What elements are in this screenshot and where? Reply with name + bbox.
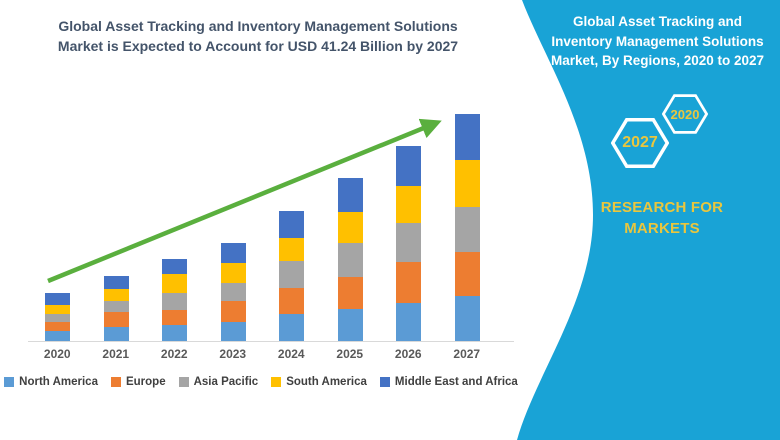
legend-item: Europe — [110, 376, 166, 388]
x-axis-label: 2023 — [219, 347, 247, 361]
bar-segment — [279, 238, 304, 262]
bar-segment — [103, 300, 129, 313]
bar-segment — [220, 283, 246, 302]
bar-segment — [454, 295, 480, 341]
bars-container — [45, 114, 480, 341]
hexagon-outline-icon — [611, 118, 669, 168]
bar-segment — [279, 314, 304, 341]
sidebar-title: Global Asset Tracking and Inventory Mana… — [550, 14, 765, 69]
brand-text: RESEARCH FOR MARKETS — [600, 199, 724, 237]
legend-label: Europe — [125, 376, 166, 388]
bar-segment — [454, 251, 480, 296]
bar-segment — [103, 276, 129, 290]
bar-segment — [337, 242, 363, 277]
bar-segment — [162, 310, 187, 325]
stacked-bar-2024 — [279, 210, 304, 341]
hexagon-2027: 2027 — [611, 118, 669, 168]
stacked-bar-2027 — [454, 114, 480, 341]
legend-swatch-icon — [271, 377, 282, 387]
stacked-bar-2026 — [396, 145, 421, 341]
legend-label: Middle East and Africa — [394, 376, 518, 388]
hexagon-2020: 2020 — [662, 94, 708, 134]
hexagon-outline-icon — [662, 94, 708, 134]
x-axis-line — [28, 341, 514, 342]
legend-item: Middle East and Africa — [379, 376, 518, 388]
bar-segment — [337, 308, 363, 341]
legend-item: Asia Pacific — [178, 376, 259, 388]
stacked-bar-2021 — [103, 276, 129, 341]
chart-legend: North America Europe Asia Pacific South Ame… — [0, 376, 522, 388]
stacked-bar-2023 — [220, 242, 246, 341]
bar-segment — [45, 313, 70, 323]
legend-item: North America — [4, 376, 98, 388]
bar-segment — [220, 242, 246, 264]
bar-segment — [454, 114, 480, 161]
bar-segment — [337, 211, 363, 243]
legend-swatch-icon — [110, 377, 121, 387]
bar-segment — [45, 292, 70, 305]
bar-segment — [162, 274, 187, 293]
bar-segment — [162, 292, 187, 311]
bar-segment — [103, 326, 129, 341]
legend-swatch-icon — [178, 377, 189, 387]
bar-segment — [103, 289, 129, 301]
bar-segment — [337, 177, 363, 212]
bar-segment — [396, 262, 421, 303]
bar-segment — [396, 185, 421, 224]
x-axis-label: 2026 — [394, 347, 422, 361]
bar-segment — [396, 145, 421, 186]
legend-label: Asia Pacific — [193, 376, 259, 388]
stacked-bar-2025 — [337, 177, 363, 341]
x-axis-label: 2027 — [453, 347, 481, 361]
bar-segment — [279, 210, 304, 239]
bar-segment — [162, 259, 187, 275]
bar-segment — [396, 223, 421, 263]
bar-segment — [220, 322, 246, 341]
bar-segment — [45, 304, 70, 314]
x-axis-label: 2022 — [160, 347, 188, 361]
bar-segment — [45, 330, 70, 341]
legend-label: North America — [19, 376, 98, 388]
bar-segment — [454, 160, 480, 207]
bar-segment — [279, 288, 304, 315]
bar-segment — [220, 301, 246, 323]
stacked-bar-2020 — [45, 292, 70, 341]
bar-segment — [396, 302, 421, 341]
legend-item: South America — [271, 376, 367, 388]
x-axis-labels: 2020 2021 2022 2023 2024 2025 2026 2027 — [28, 347, 514, 361]
x-axis-label: 2020 — [43, 347, 71, 361]
chart-title: Global Asset Tracking and Inventory Mana… — [57, 18, 459, 55]
hexagon-2020-label: 2020 — [670, 106, 700, 122]
bar-segment — [337, 276, 363, 309]
stacked-bar-2022 — [162, 259, 187, 341]
x-axis-label: 2024 — [277, 347, 305, 361]
stacked-bar-chart — [28, 100, 514, 341]
bar-segment — [103, 312, 129, 327]
bar-segment — [454, 206, 480, 252]
x-axis-label: 2025 — [336, 347, 364, 361]
bar-segment — [45, 322, 70, 331]
bar-segment — [162, 324, 187, 341]
bar-segment — [220, 263, 246, 284]
trend-arrow — [47, 118, 442, 284]
legend-swatch-icon — [4, 377, 15, 387]
legend-swatch-icon — [379, 377, 390, 387]
bar-segment — [279, 261, 304, 289]
x-axis-label: 2021 — [102, 347, 130, 361]
legend-label: South America — [286, 376, 367, 388]
hexagon-2027-label: 2027 — [622, 134, 658, 151]
